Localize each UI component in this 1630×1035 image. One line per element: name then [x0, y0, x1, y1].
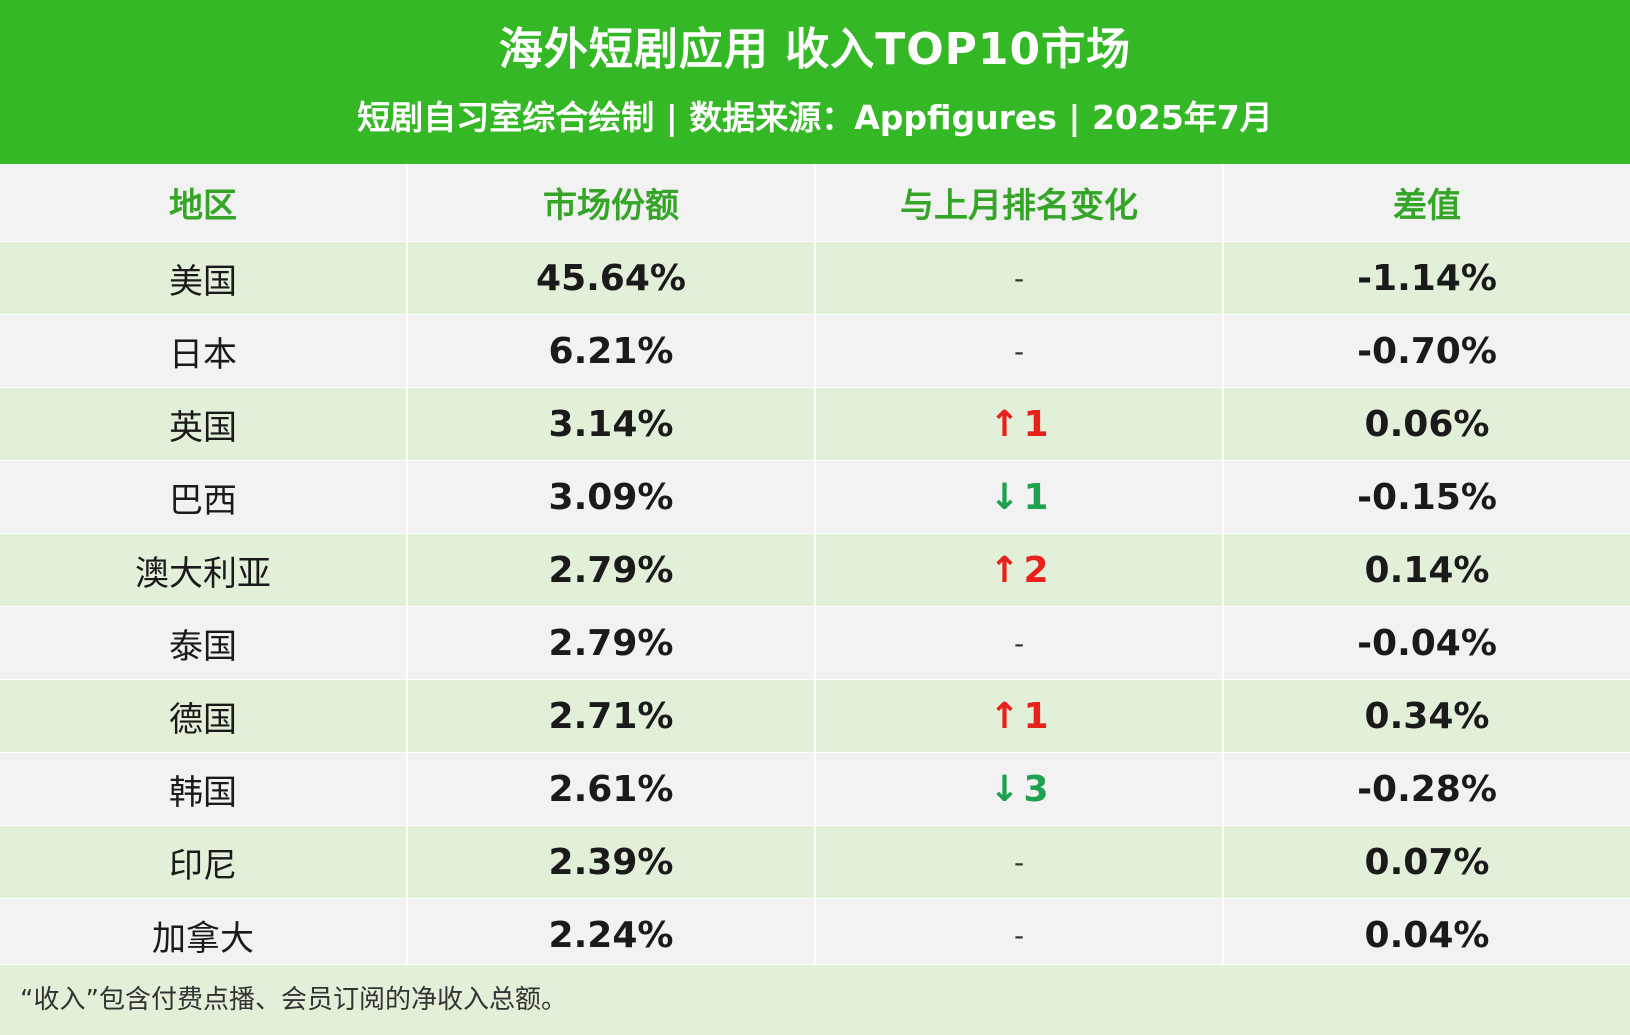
cell-diff: -0.15% — [1357, 476, 1497, 518]
cell-diff: 0.04% — [1364, 914, 1490, 956]
arrow-up-icon: ↑ — [989, 403, 1020, 445]
chart-subtitle: 短剧自习室综合绘制 | 数据来源：Appfigures | 2025年7月 — [357, 98, 1273, 137]
table-row: 印尼 2.39% - 0.07% — [0, 825, 1630, 898]
cell-diff: -0.04% — [1357, 622, 1497, 664]
cell-diff: -0.70% — [1357, 330, 1497, 372]
cell-share: 2.71% — [548, 695, 674, 737]
table-row: 加拿大 2.24% - 0.04% — [0, 898, 1630, 971]
rank-change-value: 2 — [1023, 549, 1049, 591]
cell-region: 德国 — [169, 699, 237, 740]
cell-rank-change: - — [816, 242, 1222, 314]
cell-rank-change: ↑ 1 — [816, 388, 1222, 460]
table-row: 巴西 3.09% ↓ 1 -0.15% — [0, 460, 1630, 533]
table-row: 日本 6.21% - -0.70% — [0, 314, 1630, 387]
table-row: 韩国 2.61% ↓ 3 -0.28% — [0, 752, 1630, 825]
cell-share: 3.14% — [548, 403, 674, 445]
cell-region: 巴西 — [169, 480, 237, 521]
cell-diff: -0.28% — [1357, 768, 1497, 810]
table-row: 泰国 2.79% - -0.04% — [0, 606, 1630, 679]
cell-diff: 0.34% — [1364, 695, 1490, 737]
footer: “收入”包含付费点播、会员订阅的净收入总额。 — [0, 964, 1630, 1035]
cell-rank-change: ↓ 1 — [816, 461, 1222, 533]
cell-diff: 0.07% — [1364, 841, 1490, 883]
cell-region: 美国 — [169, 261, 237, 302]
cell-diff: -1.14% — [1357, 257, 1497, 299]
cell-share: 2.61% — [548, 768, 674, 810]
cell-share: 2.39% — [548, 841, 674, 883]
cell-rank-change: ↓ 3 — [816, 753, 1222, 825]
rank-change-value: 1 — [1023, 695, 1049, 737]
cell-region: 泰国 — [169, 626, 237, 667]
cell-region: 印尼 — [169, 845, 237, 886]
table-row: 英国 3.14% ↑ 1 0.06% — [0, 387, 1630, 460]
cell-rank-change: - — [816, 315, 1222, 387]
cell-diff: 0.14% — [1364, 549, 1490, 591]
table-row: 德国 2.71% ↑ 1 0.34% — [0, 679, 1630, 752]
arrow-up-icon: ↑ — [989, 695, 1020, 737]
rank-change-value: 3 — [1023, 768, 1049, 810]
cell-rank-change: ↑ 1 — [816, 680, 1222, 752]
cell-diff: 0.06% — [1364, 403, 1490, 445]
rank-change-value: - — [1013, 918, 1025, 952]
cell-share: 3.09% — [548, 476, 674, 518]
cell-rank-change: - — [816, 899, 1222, 971]
table-body: 美国 45.64% - -1.14% 日本 6.21% - -0.70% 英国 3.14% ↑ 1 0.… — [0, 241, 1630, 971]
column-header-diff: 差值 — [1393, 186, 1461, 226]
rank-change-value: - — [1013, 334, 1025, 368]
footnote: “收入”包含付费点播、会员订阅的净收入总额。 — [20, 985, 567, 1015]
cell-share: 2.79% — [548, 622, 674, 664]
cell-rank-change: - — [816, 607, 1222, 679]
cell-region: 澳大利亚 — [135, 553, 271, 594]
rank-change-value: 1 — [1023, 476, 1049, 518]
table-row: 澳大利亚 2.79% ↑ 2 0.14% — [0, 533, 1630, 606]
column-header-share: 市场份额 — [543, 186, 679, 226]
cell-share: 6.21% — [548, 330, 674, 372]
rank-change-value: 1 — [1023, 403, 1049, 445]
arrow-up-icon: ↑ — [989, 549, 1020, 591]
cell-share: 45.64% — [536, 257, 686, 299]
cell-share: 2.79% — [548, 549, 674, 591]
table-row: 美国 45.64% - -1.14% — [0, 241, 1630, 314]
column-header-rank-change: 与上月排名变化 — [900, 186, 1138, 226]
cell-region: 韩国 — [169, 772, 237, 813]
column-header-region: 地区 — [169, 186, 237, 226]
rank-change-value: - — [1013, 845, 1025, 879]
chart-title: 海外短剧应用 收入TOP10市场 — [498, 24, 1132, 75]
cell-region: 英国 — [169, 407, 237, 448]
table-header-row: 地区 市场份额 与上月排名变化 差值 — [0, 164, 1630, 241]
cell-region: 加拿大 — [152, 918, 254, 959]
cell-rank-change: - — [816, 826, 1222, 898]
rank-change-value: - — [1013, 261, 1025, 295]
arrow-down-icon: ↓ — [989, 768, 1020, 810]
cell-share: 2.24% — [548, 914, 674, 956]
cell-rank-change: ↑ 2 — [816, 534, 1222, 606]
arrow-down-icon: ↓ — [989, 476, 1020, 518]
cell-region: 日本 — [169, 334, 237, 375]
ranking-table: 地区 市场份额 与上月排名变化 差值 美国 45.64% - -1.14% 日本 6.21… — [0, 164, 1630, 971]
rank-change-value: - — [1013, 626, 1025, 660]
title-banner: 海外短剧应用 收入TOP10市场 短剧自习室综合绘制 | 数据来源：Appfig… — [0, 0, 1630, 164]
